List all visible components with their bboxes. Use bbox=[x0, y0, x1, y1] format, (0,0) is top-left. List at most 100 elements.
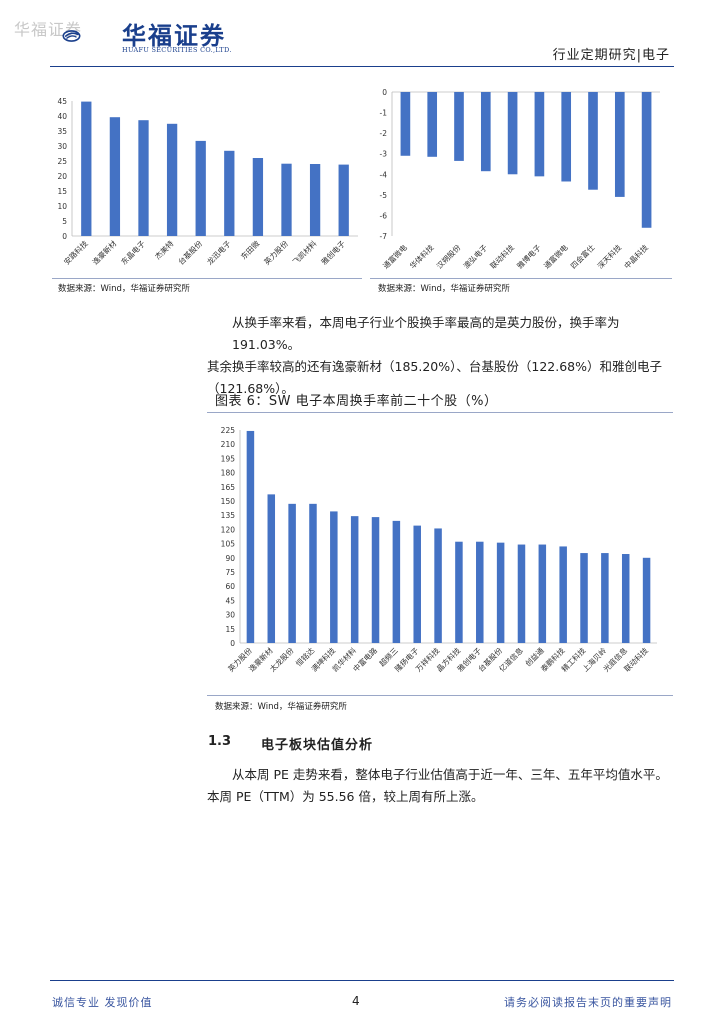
x-tick-label: 澳弘电子 bbox=[461, 242, 490, 271]
y-tick-label: 90 bbox=[225, 554, 235, 563]
bar bbox=[559, 546, 567, 643]
y-tick-label: 20 bbox=[57, 172, 67, 181]
section-number: 1.3 bbox=[208, 734, 232, 749]
bar bbox=[252, 158, 264, 236]
x-tick-label: 深天科技 bbox=[595, 242, 624, 271]
bar bbox=[476, 541, 484, 643]
paragraph-valuation: 从本周 PE 走势来看，整体电子行业估值高于近一年、三年、五年平均值水平。 本周… bbox=[207, 764, 677, 808]
paragraph-line: 其余换手率较高的还有逸豪新材（185.20%）、台基股份（122.68%）和雅创… bbox=[207, 359, 662, 374]
y-tick-label: 5 bbox=[62, 217, 67, 226]
y-tick-label: 40 bbox=[57, 112, 67, 121]
x-tick-label: 雅博电子 bbox=[515, 242, 544, 271]
x-tick-label: 东田微 bbox=[238, 238, 261, 261]
y-tick-label: 45 bbox=[225, 596, 235, 605]
bar bbox=[427, 92, 438, 157]
y-tick-label: 180 bbox=[221, 469, 236, 478]
y-tick-label: 150 bbox=[221, 497, 236, 506]
y-tick-label: 0 bbox=[382, 88, 387, 97]
logo-text: 华福证券 bbox=[122, 22, 226, 50]
y-tick-label: -7 bbox=[380, 232, 388, 241]
bar bbox=[195, 140, 206, 236]
bar bbox=[561, 92, 572, 182]
bar bbox=[641, 92, 652, 228]
page-number: 4 bbox=[352, 994, 360, 1008]
x-tick-label: 四会富仕 bbox=[568, 242, 597, 271]
y-tick-label: 165 bbox=[221, 483, 236, 492]
y-tick-label: 120 bbox=[221, 525, 236, 534]
y-tick-label: 30 bbox=[225, 611, 235, 620]
figure-bottom-rule bbox=[207, 695, 673, 696]
y-tick-label: 210 bbox=[221, 440, 236, 449]
x-tick-label: 台基股份 bbox=[176, 238, 205, 267]
bar bbox=[580, 553, 588, 643]
bar bbox=[309, 503, 317, 643]
y-tick-label: 15 bbox=[225, 625, 235, 634]
y-tick-label: 45 bbox=[57, 97, 67, 106]
bar bbox=[517, 544, 526, 643]
paragraph-line: （121.68%）。 bbox=[207, 381, 294, 396]
bar bbox=[350, 516, 359, 643]
bar bbox=[138, 120, 149, 236]
footer-disclaimer: 请务必阅读报告末页的重要声明 bbox=[504, 996, 672, 1009]
y-tick-label: 35 bbox=[57, 127, 67, 136]
bar bbox=[496, 542, 505, 643]
y-tick-label: 25 bbox=[57, 157, 67, 166]
x-tick-label: 东晶电子 bbox=[119, 238, 148, 267]
chart-turnover-top20: 0 15 30 45 60 75 90 105 120 135 150 165 180 195 210 225… bbox=[221, 426, 657, 674]
footer-divider bbox=[50, 980, 674, 981]
y-tick-label: -4 bbox=[380, 170, 388, 179]
bar bbox=[621, 554, 630, 643]
bar bbox=[392, 520, 401, 643]
bar bbox=[614, 92, 625, 197]
x-tick-label: 飞凯材料 bbox=[290, 238, 319, 267]
bar bbox=[455, 541, 463, 643]
bar bbox=[81, 101, 92, 236]
y-tick-label: -3 bbox=[380, 150, 388, 159]
y-tick-label: 10 bbox=[57, 202, 67, 211]
x-tick-label: 汉朔股份 bbox=[434, 242, 463, 271]
bar bbox=[434, 528, 442, 643]
bar bbox=[507, 92, 518, 175]
bar bbox=[400, 92, 411, 156]
x-tick-label: 英力股份 bbox=[262, 238, 291, 267]
bar bbox=[454, 92, 464, 161]
bar bbox=[109, 117, 121, 236]
x-tick-label: 通富微电 bbox=[381, 242, 410, 271]
bar bbox=[330, 511, 338, 643]
report-type: 行业定期研究|电子 bbox=[552, 48, 670, 63]
bar bbox=[413, 525, 421, 643]
y-tick-label: -6 bbox=[380, 211, 388, 220]
bar bbox=[538, 544, 547, 643]
source-note: 数据来源：Wind，华福证券研究所 bbox=[378, 284, 510, 294]
logo-english-text: HUAFU SECURITIES CO.,LTD. bbox=[122, 46, 232, 54]
x-tick-label: 安路科技 bbox=[61, 238, 90, 267]
y-tick-label: 105 bbox=[221, 540, 236, 549]
x-tick-label: 杰美特 bbox=[153, 238, 176, 261]
y-tick-label: -5 bbox=[380, 191, 388, 200]
paragraph-line: 从本周 PE 走势来看，整体电子行业估值高于近一年、三年、五年平均值水平。 bbox=[232, 767, 668, 782]
x-tick-label: 联动科技 bbox=[488, 242, 517, 271]
y-tick-label: 60 bbox=[225, 582, 235, 591]
bar bbox=[267, 494, 276, 643]
y-tick-label: 0 bbox=[230, 639, 235, 648]
source-note: 数据来源：Wind，华福证券研究所 bbox=[58, 284, 190, 294]
paragraph-line: 从换手率来看，本周电子行业个股换手率最高的是英力股份，换手率为191.03%。 bbox=[232, 315, 620, 352]
paragraph-line: 本周 PE（TTM）为 55.56 倍，较上周有所上涨。 bbox=[207, 789, 484, 804]
y-tick-label: 195 bbox=[221, 454, 236, 463]
bar bbox=[281, 163, 292, 236]
footer-slogan: 诚信专业 发现价值 bbox=[52, 996, 153, 1009]
x-tick-label: 雅创电子 bbox=[319, 238, 348, 267]
x-tick-label: 中晶科技 bbox=[622, 242, 651, 271]
y-tick-label: 30 bbox=[57, 142, 67, 151]
bar bbox=[288, 503, 296, 643]
figure-title: 图表 6：SW 电子本周换手率前二十个股（%） bbox=[215, 394, 498, 409]
figure-title-rule bbox=[207, 412, 673, 413]
chart-top-left: 0 5 10 15 20 25 30 35 40 45 安路科技 逸豪新材 东晶电子 杰美特 台基股份 龙迅电… bbox=[57, 97, 358, 267]
company-logo-icon bbox=[62, 30, 81, 42]
source-note: 数据来源：Wind，华福证券研究所 bbox=[215, 702, 347, 712]
y-tick-label: 15 bbox=[57, 187, 67, 196]
bar bbox=[642, 557, 651, 643]
y-tick-label: -1 bbox=[380, 109, 388, 118]
y-tick-label: 75 bbox=[225, 568, 235, 577]
header-divider bbox=[50, 66, 674, 67]
